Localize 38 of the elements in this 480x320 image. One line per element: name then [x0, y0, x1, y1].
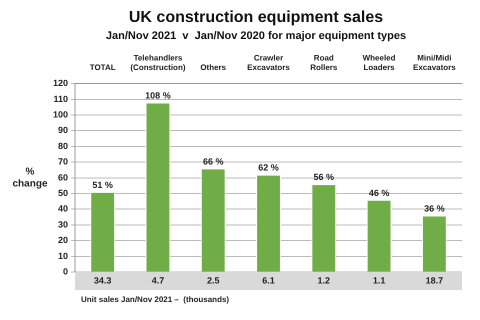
text: 1.1 [372, 275, 386, 286]
x-tick-label: Telehandlers (Construction) [130, 53, 186, 72]
text: 4.7 [152, 275, 164, 286]
y-tick-label: 30 [58, 219, 68, 230]
y-tick-label: 90 [58, 125, 68, 136]
y-tick-label: 40 [58, 204, 68, 214]
y-tick-label: 100 [52, 109, 68, 120]
y-tick-label: 120 [52, 78, 68, 88]
y-tick-label: 10 [58, 250, 68, 261]
data-label: 51 % [92, 180, 113, 190]
data-label: 56 % [314, 172, 334, 182]
data-label: 108 % [145, 90, 171, 100]
y-tick-label: 70 [58, 156, 68, 167]
x-tick-label: Mini/Midi Excavators [413, 53, 456, 72]
y-tick-label: 20 [58, 235, 68, 246]
x-tick-label: Others [200, 63, 227, 72]
data-label: 46 % [368, 188, 390, 198]
data-label: 62 % [258, 162, 279, 173]
text: 2.5 [206, 275, 220, 286]
text: 1.2 [318, 275, 330, 286]
x-tick-label: Road Rollers [310, 53, 338, 72]
y-tick-label: 80 [58, 140, 68, 151]
y-tick-label: 110 [53, 94, 68, 104]
chart-title: UK construction equipment sales [128, 9, 384, 26]
x-tick-label: TOTAL [90, 63, 116, 72]
x-tick-label: Wheeled Loaders [362, 53, 396, 72]
data-label: 66 % [202, 156, 224, 166]
text: 18.7 [426, 275, 444, 286]
y-tick-label: 50 [58, 188, 68, 198]
y-axis-title: % change [12, 166, 48, 190]
text: Unit sales Jan/Nov 2021 – (thousands) [81, 295, 230, 304]
text: 34.3 [94, 275, 112, 286]
y-tick-label: 60 [58, 172, 68, 182]
chart-subtitle: Jan/Nov 2021 v Jan/Nov 2020 for major equipment types [106, 30, 406, 42]
text: 6.1 [262, 275, 275, 286]
data-label: 36 % [424, 203, 445, 214]
x-tick-label: Crawler Excavators [247, 53, 290, 72]
y-tick-label: 0 [63, 266, 68, 276]
